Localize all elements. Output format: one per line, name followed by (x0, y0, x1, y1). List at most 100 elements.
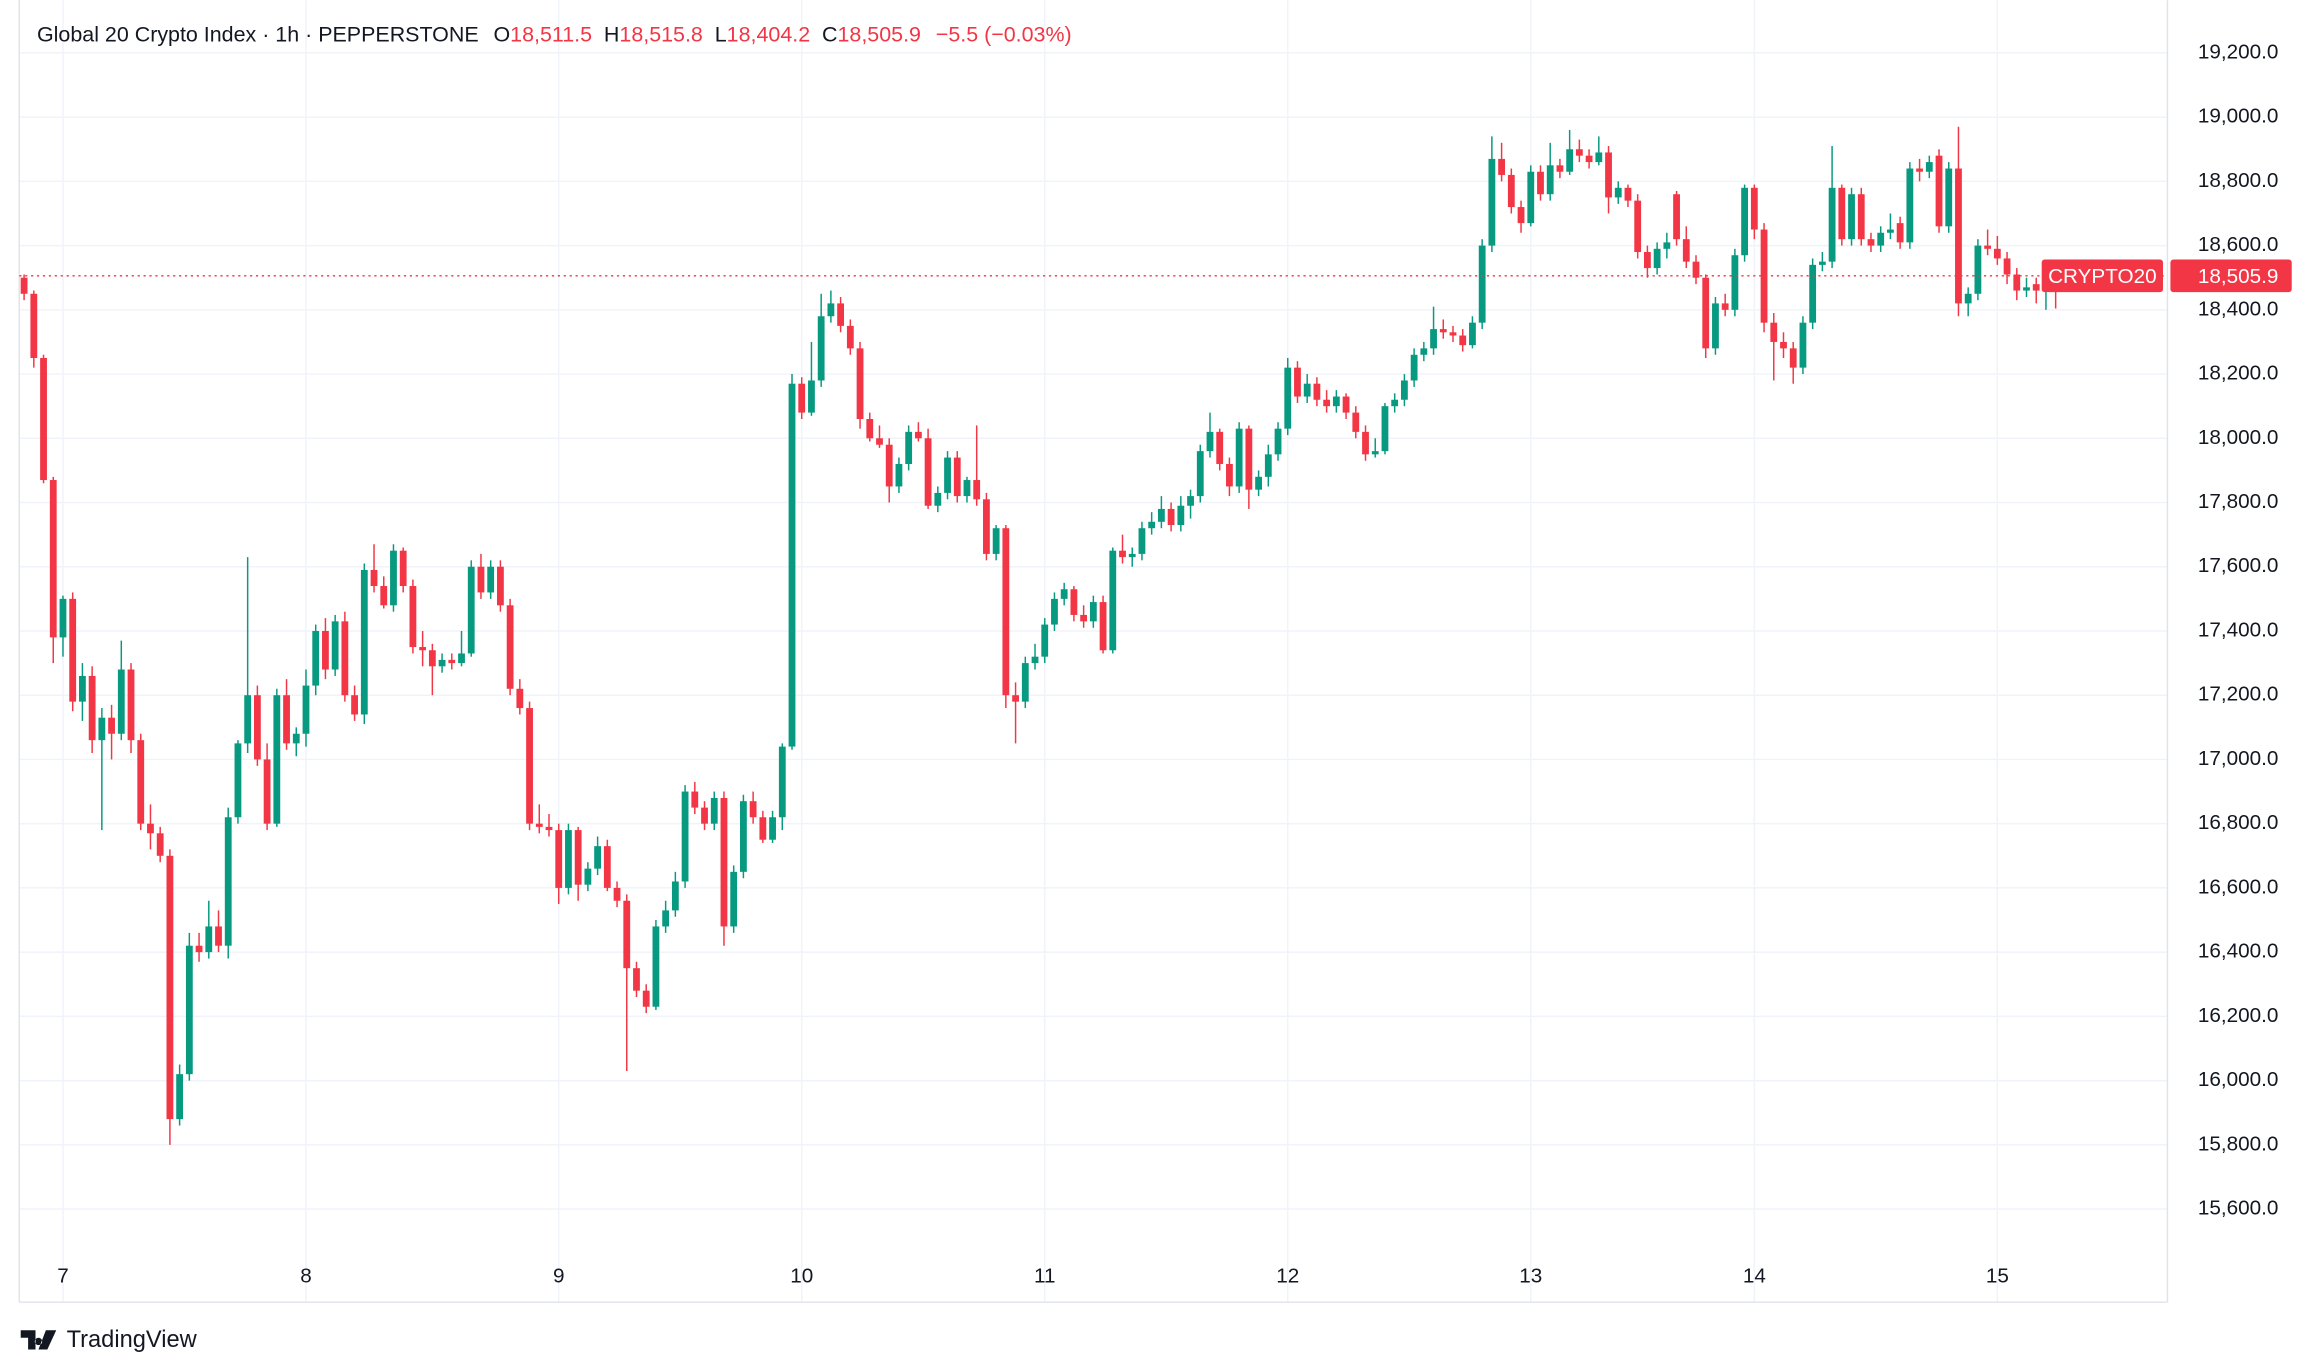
candle-body (322, 630, 329, 670)
candle-body (1731, 255, 1739, 310)
candle-body (914, 431, 922, 439)
header-title: Global 20 Crypto Index · 1h · PEPPERSTON… (37, 22, 479, 46)
candle-body (1264, 454, 1272, 477)
candle-body (1196, 451, 1204, 497)
price-label: 18,505.9 (2198, 265, 2279, 288)
candle-body (1284, 367, 1292, 429)
candle-body (176, 1074, 184, 1120)
y-tick-label: 17,400.0 (2198, 618, 2279, 641)
candle-body (1935, 155, 1943, 227)
candle-body (370, 569, 378, 587)
candle-body (496, 566, 504, 606)
candle-body (1012, 695, 1019, 702)
candle-body (458, 653, 465, 664)
candle-body (1119, 550, 1126, 558)
candle-body (1848, 194, 1855, 240)
candle-body (20, 277, 28, 294)
candle-body (1400, 380, 1408, 400)
candle-body (1809, 264, 1817, 323)
candle-body (1099, 602, 1107, 651)
candle-body (1653, 248, 1661, 269)
candle-body (924, 438, 932, 506)
candle-body (565, 830, 572, 888)
candle-body (1663, 242, 1671, 249)
candle-body (1410, 354, 1418, 381)
candle-body (934, 492, 942, 506)
candle-body (1206, 431, 1214, 452)
candle-body (516, 688, 524, 709)
candle-body (992, 528, 1000, 554)
x-tick-label: 13 (1519, 1265, 1542, 1288)
candle-body (876, 438, 883, 445)
candle-body (1692, 261, 1700, 278)
candle-body (1964, 293, 1972, 304)
candle-body (1546, 165, 1554, 195)
candle-body (467, 566, 475, 654)
candle-body (642, 990, 650, 1007)
candle-body (1430, 329, 1437, 349)
candle-body (1887, 229, 1894, 233)
candle-body (98, 717, 106, 741)
candle-body (1828, 187, 1836, 262)
candle-body (1148, 521, 1156, 529)
candle-body (1644, 252, 1651, 269)
candle-body (730, 871, 738, 927)
candle-body (574, 830, 582, 885)
candle-body (1478, 245, 1486, 323)
y-tick-label: 17,800.0 (2198, 490, 2279, 513)
candle-body (1634, 200, 1642, 253)
candle-body (720, 797, 728, 927)
y-tick-label: 18,400.0 (2198, 297, 2279, 320)
candle-body (108, 717, 115, 734)
candle-body (963, 480, 971, 497)
candle-body (487, 566, 495, 593)
candle-body (1245, 428, 1253, 490)
candle-body (1303, 383, 1311, 397)
candle-body (166, 855, 174, 1120)
candle-body (866, 419, 874, 439)
axes: 15,600.0 15,800.0 16,000.0 16,200.0 16,400.0… (19, 40, 2292, 1288)
candle-body (234, 743, 242, 818)
candle-body (671, 881, 679, 911)
candle-body (710, 797, 718, 824)
candle-body (419, 647, 427, 651)
candle-body (1080, 614, 1088, 622)
y-tick-label: 16,200.0 (2198, 1004, 2279, 1027)
candle-body (749, 801, 757, 818)
y-tick-label: 17,600.0 (2198, 554, 2279, 577)
candle-body (1527, 171, 1535, 224)
candle-body (1624, 187, 1632, 201)
candle-body (973, 480, 981, 500)
header: Global 20 Crypto Index · 1h · PEPPERSTON… (37, 22, 1072, 46)
x-tick-label: 15 (1986, 1265, 2009, 1288)
candle-body (2032, 284, 2040, 291)
candle-body (40, 358, 47, 481)
candle-body (1342, 396, 1350, 413)
candle-body (49, 480, 57, 638)
candle-body (1614, 187, 1622, 198)
ohlc-value: 18,515.8 (619, 22, 702, 46)
candle-body (594, 846, 602, 869)
candle-body (69, 598, 77, 702)
candle-body (351, 695, 358, 715)
candle-body (147, 823, 154, 834)
candle-body (79, 675, 86, 702)
candle-body (292, 733, 300, 744)
candle-body (1226, 463, 1233, 487)
candle-body (1702, 277, 1710, 349)
candle-body (1060, 589, 1068, 599)
candle-body (360, 569, 368, 715)
candle-body (1517, 207, 1525, 224)
candle-body (2013, 274, 2021, 291)
candle-body (156, 833, 164, 856)
candle-body (1089, 602, 1097, 622)
candle-body (1712, 303, 1719, 349)
candle-body (1799, 322, 1807, 368)
candle-body (1216, 431, 1224, 464)
candle-body (633, 968, 640, 991)
candle-body (127, 669, 135, 741)
candle-body (1002, 528, 1010, 696)
